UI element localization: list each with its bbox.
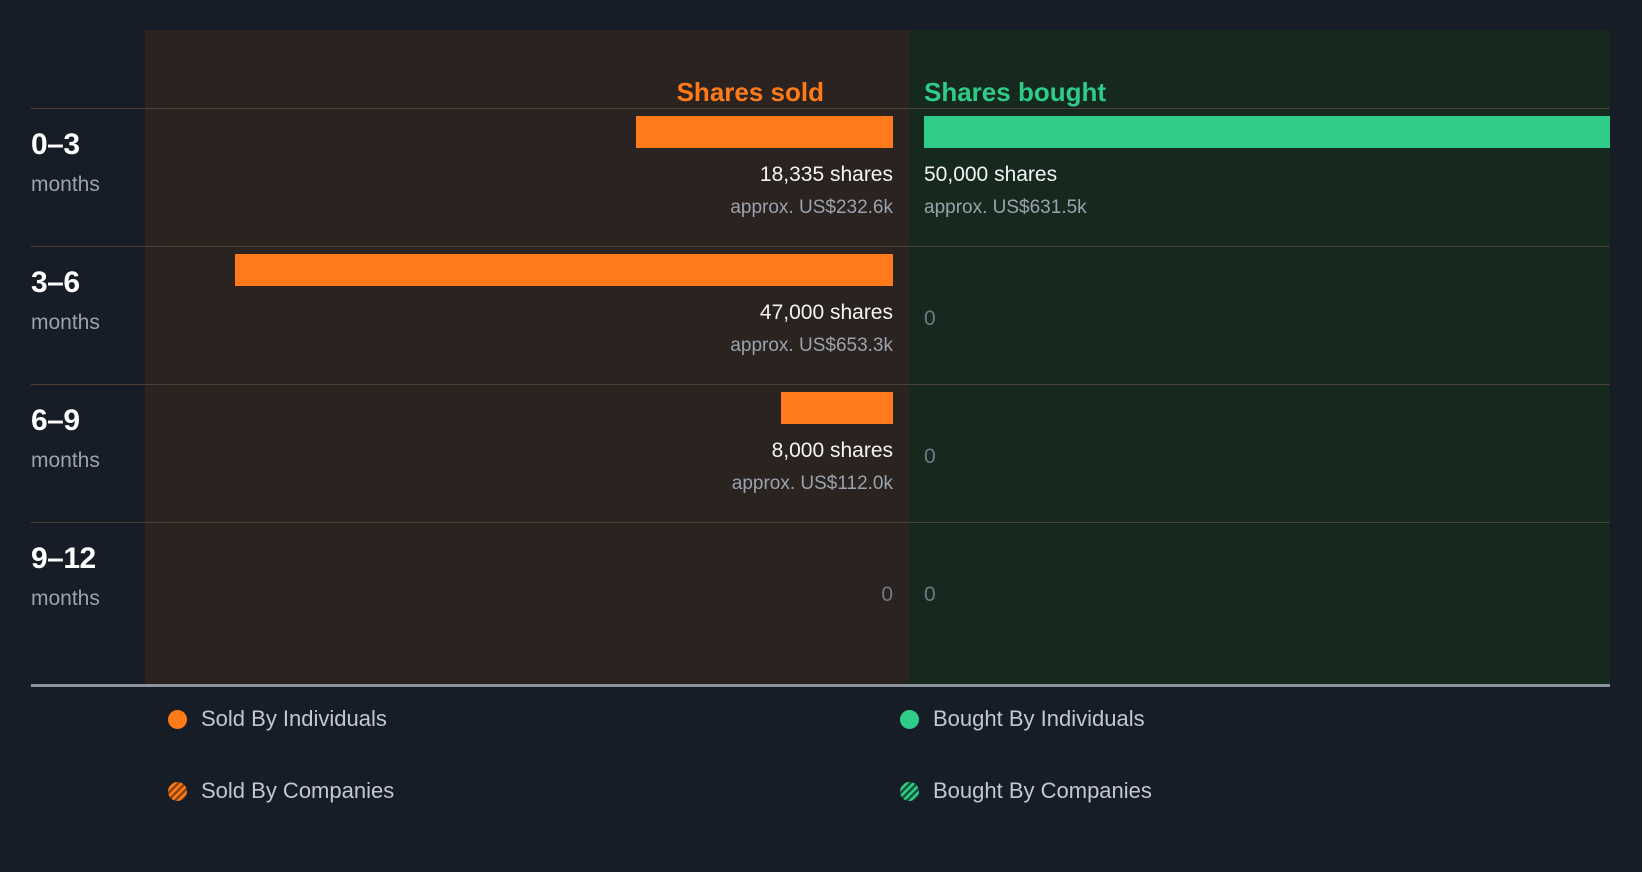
row-period-label: 6–9 months [31, 404, 136, 472]
circle-solid-icon [168, 709, 187, 729]
shares-bought-zero: 0 [924, 445, 936, 468]
row-period-label: 9–12 months [31, 542, 136, 610]
legend-label: Sold By Companies [201, 778, 395, 803]
legend-item-sold-by-companies[interactable]: Sold By Companies [168, 780, 394, 802]
shares-sold-value: 0 [881, 584, 893, 605]
legend-label: Sold By Individuals [201, 706, 387, 731]
chart-row: 9–12 months 0 0 [0, 522, 1642, 685]
shares-bought-approx-value: approx. US$631.5k [924, 197, 1087, 218]
shares-bought-value: 0 [924, 584, 936, 605]
shares-sold-value: 8,000 shares approx. US$112.0k [732, 440, 893, 493]
legend-item-bought-by-individuals[interactable]: Bought By Individuals [900, 708, 1145, 730]
row-period-range: 0–3 [31, 128, 80, 161]
row-period-label: 3–6 months [31, 266, 136, 334]
row-divider [31, 108, 1610, 109]
circle-hatched-icon [900, 781, 919, 801]
shares-sold-bar [235, 254, 893, 286]
row-divider [31, 522, 1610, 523]
row-divider [31, 384, 1610, 385]
shares-bought-header: Shares bought [924, 77, 1107, 107]
shares-bought-bar [924, 116, 1610, 148]
shares-bought-zero: 0 [924, 307, 936, 330]
chart-row: 0–3 months 18,335 shares approx. US$232.6k 5… [0, 108, 1642, 246]
row-period-unit: months [31, 311, 100, 334]
shares-sold-zero: 0 [881, 583, 893, 606]
shares-sold-header: Shares sold [676, 77, 824, 107]
shares-sold-value: 18,335 shares approx. US$232.6k [730, 164, 893, 217]
chart-legend: Sold By Individuals Bought By Individual… [0, 700, 1642, 872]
chart-row: 3–6 months 47,000 shares approx. US$653.3k 0 [0, 246, 1642, 384]
baseline-axis [31, 684, 1610, 687]
legend-label: Bought By Individuals [933, 706, 1145, 731]
chart-header: Shares sold Shares bought [0, 30, 1642, 108]
shares-bought-value: 50,000 shares approx. US$631.5k [924, 164, 1087, 217]
shares-sold-value: 47,000 shares approx. US$653.3k [730, 302, 893, 355]
legend-item-sold-by-individuals[interactable]: Sold By Individuals [168, 708, 387, 730]
legend-label: Bought By Companies [933, 778, 1152, 803]
shares-bought-count: 50,000 shares [924, 163, 1058, 186]
shares-sold-bar [781, 392, 893, 424]
row-period-unit: months [31, 587, 100, 610]
shares-sold-count: 8,000 shares [771, 439, 893, 462]
row-period-label: 0–3 months [31, 128, 136, 196]
row-period-range: 3–6 [31, 266, 80, 299]
legend-item-bought-by-companies[interactable]: Bought By Companies [900, 780, 1152, 802]
shares-sold-approx-value: approx. US$112.0k [731, 473, 893, 494]
shares-bought-value: 0 [924, 446, 936, 467]
row-period-unit: months [31, 449, 100, 472]
row-period-range: 9–12 [31, 542, 96, 575]
shares-sold-count: 18,335 shares [759, 163, 893, 186]
row-period-range: 6–9 [31, 404, 80, 437]
shares-sold-approx-value: approx. US$653.3k [730, 335, 893, 356]
shares-sold-count: 47,000 shares [759, 301, 893, 324]
circle-hatched-icon [168, 781, 187, 801]
row-period-unit: months [31, 173, 100, 196]
circle-solid-icon [900, 709, 919, 729]
chart-row: 6–9 months 8,000 shares approx. US$112.0k 0 [0, 384, 1642, 522]
shares-sold-bar [636, 116, 893, 148]
shares-bought-zero: 0 [924, 583, 936, 606]
row-divider [31, 246, 1610, 247]
shares-bought-value: 0 [924, 308, 936, 329]
shares-sold-approx-value: approx. US$232.6k [730, 197, 893, 218]
